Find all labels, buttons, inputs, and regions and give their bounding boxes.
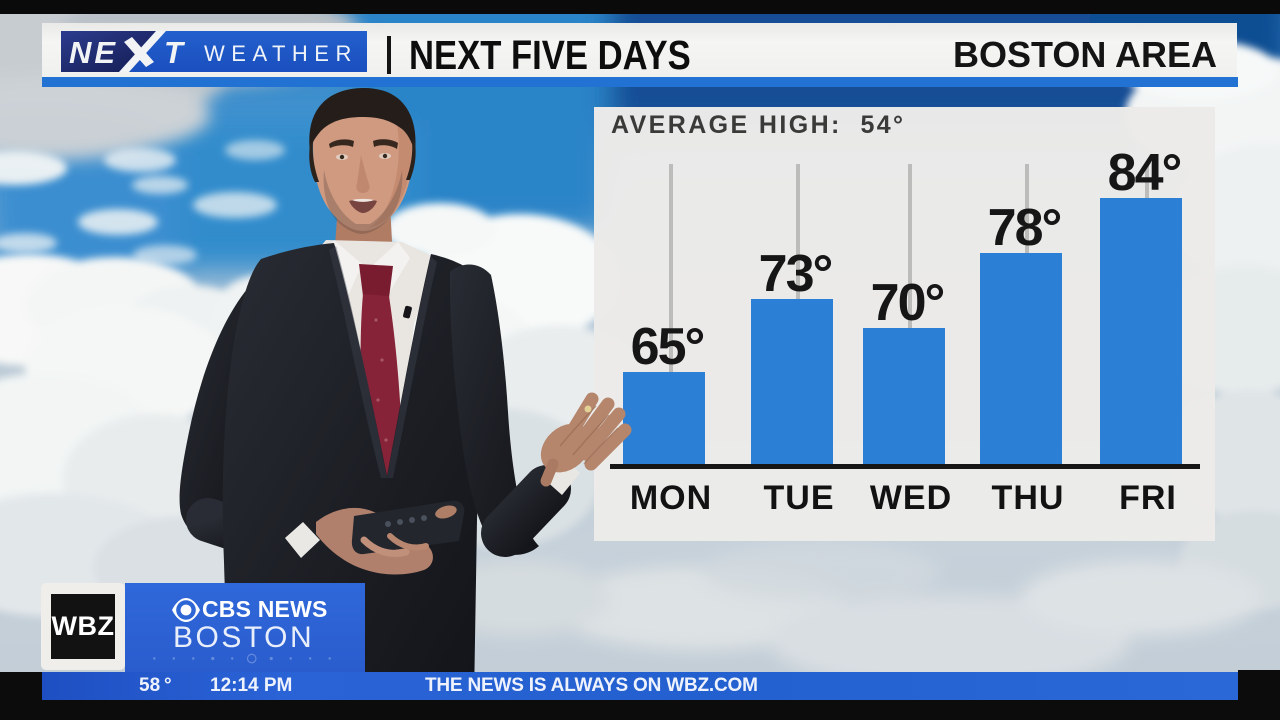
svg-text:T: T [164,35,186,70]
svg-text:NE: NE [69,35,118,70]
svg-text:WEATHER: WEATHER [204,41,358,66]
